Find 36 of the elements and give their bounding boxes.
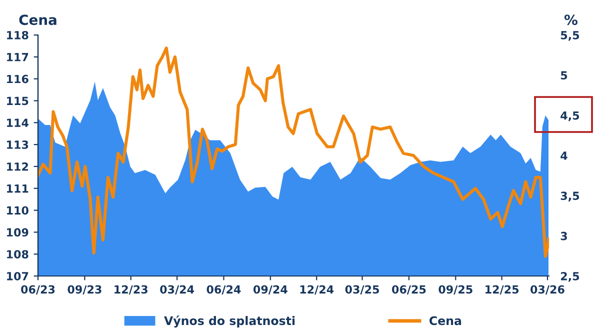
x-tick-label: 12/25: [486, 285, 519, 294]
legend-label: Cena: [430, 316, 462, 326]
y-tick-label: 117: [7, 53, 28, 62]
y-tick-label: 114: [7, 118, 28, 127]
y2-axis-title: %: [564, 14, 578, 26]
y-tick-label: 113: [7, 140, 28, 149]
x-tick-label: 09/23: [68, 285, 102, 294]
x-tick-label: 06/24: [206, 285, 241, 294]
y2-tick-label: 4: [560, 152, 568, 160]
x-tick-label: 03/25: [345, 285, 379, 294]
x-tick-label: 06/25: [392, 285, 426, 294]
legend-label: Výnos do splatnosti: [164, 316, 295, 328]
x-tick-label: 03/26: [530, 285, 564, 294]
x-tick-label: 12/24: [300, 285, 334, 294]
y2-tick-label: 5: [560, 71, 568, 80]
y-axis-title: Cena: [19, 14, 56, 26]
x-tick-label: 09/25: [438, 285, 472, 294]
x-tick-label: 06/23: [21, 285, 55, 294]
y-tick-label: 109: [7, 228, 28, 237]
y2-tick-label: 2,5: [560, 272, 580, 282]
x-tick-label: 12/23: [114, 285, 148, 294]
y2-tick-label: 5,5: [560, 31, 580, 41]
y2-tick-label: 3: [560, 232, 567, 240]
y-tick-label: 108: [7, 250, 28, 258]
x-tick-label: 03/24: [160, 285, 194, 294]
y2-tick-label: 4,5: [560, 111, 580, 122]
line-series: [38, 46, 549, 258]
x-tick-label: 09/24: [253, 285, 288, 294]
y-tick-label: 107: [7, 272, 28, 280]
y-tick-label: 111: [7, 184, 28, 193]
y-tick-label: 112: [7, 162, 28, 171]
y-tick-label: 110: [7, 206, 28, 215]
y-tick-label: 116: [7, 74, 28, 84]
y-tick-label: 118: [7, 30, 28, 40]
y-tick-label: 115: [7, 96, 28, 106]
y2-tick-label: 3,5: [560, 192, 580, 202]
